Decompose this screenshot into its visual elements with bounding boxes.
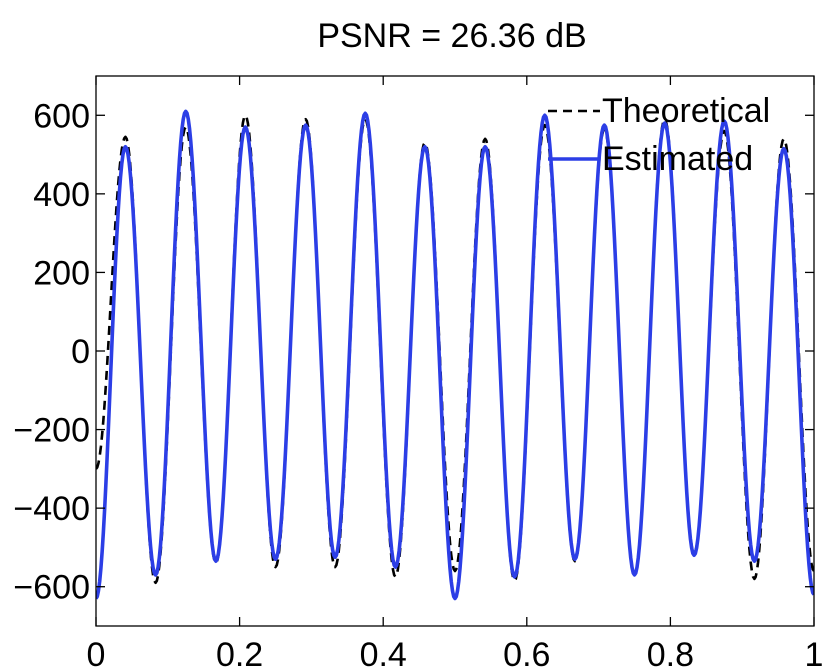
x-tick-label: 1 [805, 636, 824, 667]
axis-ticks: 0 0.2 0.4 0.6 0.8 1 600 400 200 0 −200 −400 −600 [13, 76, 823, 667]
x-tick-label: 0.6 [503, 636, 550, 667]
x-tick-label: 0.2 [216, 636, 263, 667]
x-tick-label: 0.8 [647, 636, 694, 667]
plot-area [96, 109, 814, 601]
legend-label-theoretical: Theoretical [602, 92, 770, 130]
y-tick-label: 200 [33, 254, 90, 292]
y-tick-label: 600 [33, 97, 90, 135]
y-tick-label: −600 [13, 569, 90, 607]
y-tick-label: 0 [71, 333, 90, 371]
x-tick-label: 0 [87, 636, 106, 667]
y-tick-label: 400 [33, 176, 90, 214]
y-tick-label: −400 [13, 490, 90, 528]
legend: Theoretical Estimated [548, 92, 770, 178]
y-tick-label: −200 [13, 412, 90, 450]
series-line-estimated [96, 109, 814, 601]
series-line-theoretical [96, 113, 814, 585]
x-tick-label: 0.4 [360, 636, 407, 667]
chart-title: PSNR = 26.36 dB [317, 17, 586, 55]
legend-label-estimated: Estimated [602, 140, 753, 178]
